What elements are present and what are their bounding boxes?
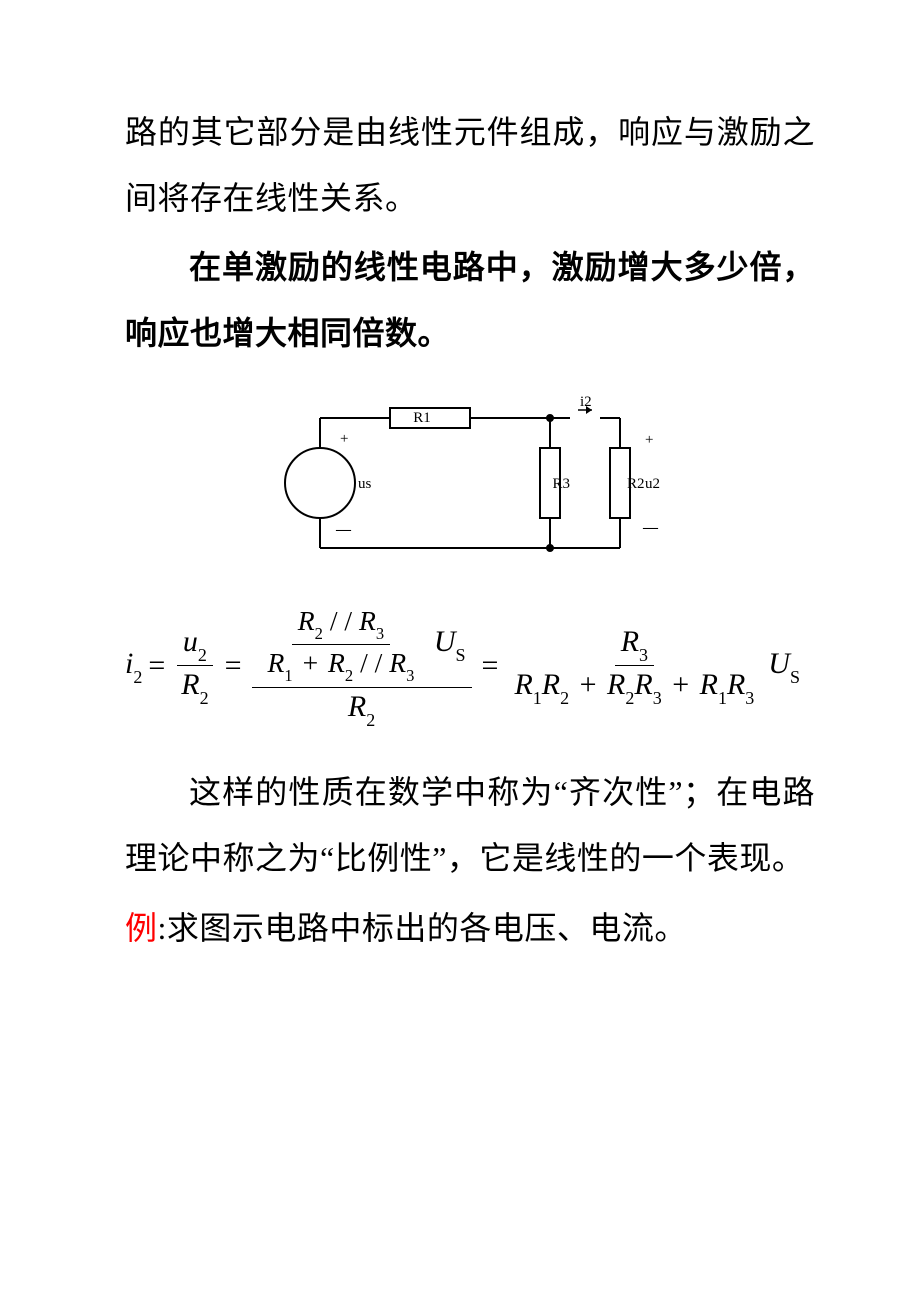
label-r1: R1	[413, 410, 431, 426]
label-source-plus: +	[340, 431, 348, 447]
label-source-minus: —	[335, 522, 352, 538]
label-i2: i2	[580, 394, 592, 410]
paragraph-4: 例:求图示电路中标出的各电压、电流。	[125, 896, 815, 962]
eq-Us-tail: US	[768, 647, 800, 685]
label-u2: u2	[645, 476, 660, 492]
circuit-svg: + us — R1 R3 R2 i2 + u2 —	[270, 388, 670, 568]
paragraph-2: 在单激励的线性电路中，激励增大多少倍，响应也增大相同倍数。	[125, 235, 815, 366]
eq-eq3: =	[482, 649, 499, 683]
eq-eq1: =	[148, 649, 165, 683]
eq-eq2: =	[225, 649, 242, 683]
eq-i2: i2	[125, 647, 142, 685]
paragraph-1: 路的其它部分是由线性元件组成，响应与激励之间将存在线性关系。	[125, 100, 815, 231]
eq-frac2: R2 / / R3 R1 + R2 / / R3 US R2	[252, 601, 472, 730]
label-source-us: us	[358, 476, 372, 492]
label-r2: R2	[627, 476, 645, 492]
eq-frac1: u2 R2	[175, 623, 214, 708]
paragraph-4-rest: :求图示电路中标出的各电压、电流。	[158, 910, 687, 946]
paragraph-3: 这样的性质在数学中称为“齐次性”；在电路理论中称之为“比例性”，它是线性的一个表…	[125, 760, 815, 891]
example-label: 例	[125, 910, 158, 946]
equation: i2 = u2 R2 = R2 / / R3 R1 + R2 /	[125, 601, 815, 730]
label-u2-minus: —	[642, 520, 659, 536]
label-u2-plus: +	[645, 432, 653, 448]
eq-frac3: R3 R1R2 + R2R3 + R1R3	[508, 623, 760, 708]
label-r3: R3	[552, 476, 570, 492]
circuit-diagram: + us — R1 R3 R2 i2 + u2 —	[125, 388, 815, 573]
